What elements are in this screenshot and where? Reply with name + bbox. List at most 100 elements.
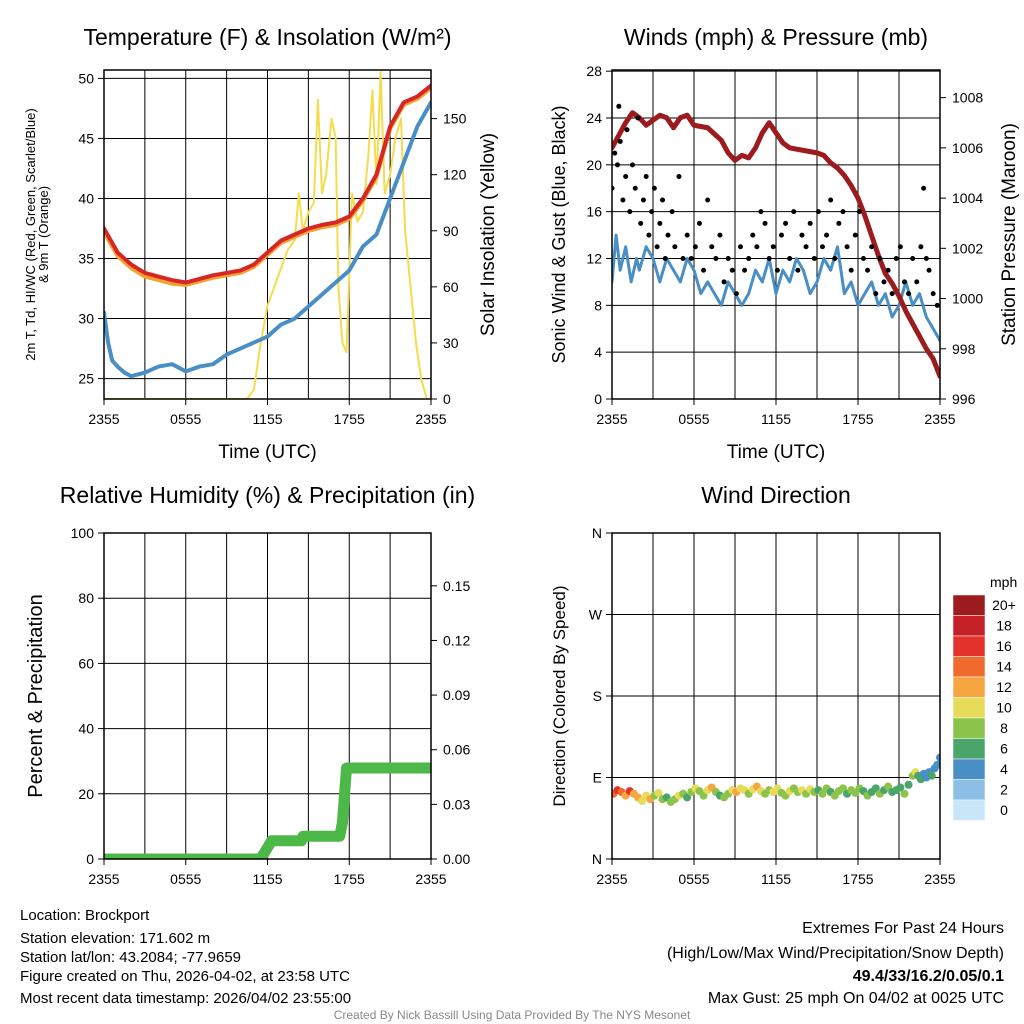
colorbar-label: 2: [1000, 782, 1008, 798]
wind-direction-point: [927, 771, 936, 780]
gust-point: [926, 267, 932, 273]
gust-point: [873, 291, 879, 297]
gust-point: [766, 256, 772, 262]
y2-tick-label: 150: [443, 111, 467, 127]
gust-point: [930, 291, 936, 297]
gust-point: [612, 150, 618, 156]
x-tick-label: 2355: [415, 411, 446, 427]
y-tick-label: 50: [78, 70, 94, 86]
chart-panel-2: Winds (mph) & Pressure (mb) 0 4 8 12 16 20 24 28…: [549, 24, 1020, 463]
gust-point: [646, 232, 652, 238]
gust-point: [885, 267, 891, 273]
x-tick-label: 2355: [924, 871, 955, 887]
speed-colorbar: mph 20+ 18 16 14 12 10 8 6 4 2 0: [952, 574, 1017, 821]
chart-title: Temperature (F) & Insolation (W/m²): [83, 24, 451, 50]
y-axis-label: & 9m T (Orange): [36, 186, 51, 283]
y2-tick-label: 60: [443, 279, 459, 295]
wind-direction-point: [933, 760, 940, 769]
colorbar-swatch: [952, 594, 986, 616]
y-tick-label: 35: [78, 251, 94, 267]
gust-point: [684, 232, 690, 238]
wind-direction-point: [936, 753, 940, 762]
gust-point: [669, 209, 675, 215]
max-gust: Max Gust: 25 mph On 04/02 at 0025 UTC: [708, 990, 1004, 1007]
colorbar-swatch: [952, 758, 986, 780]
gust-point: [660, 197, 666, 203]
gust-point: [688, 256, 694, 262]
y-axis-label: Direction (Colored By Speed): [550, 585, 569, 806]
x-tick-label: 1155: [252, 411, 282, 427]
gust-point: [692, 244, 698, 250]
y-tick-label: 20: [586, 157, 602, 173]
y2-tick-label: 1000: [952, 291, 983, 307]
colorbar-swatch: [952, 697, 986, 719]
gust-point: [803, 244, 809, 250]
colorbar-swatch: [952, 676, 986, 698]
colorbar-swatch: [952, 799, 986, 821]
gust-point: [725, 256, 731, 262]
y-tick-label: 60: [78, 655, 94, 671]
gust-point: [705, 197, 711, 203]
chart-panel-1: Temperature (F) & Insolation (W/m²) 25 30 3…: [23, 24, 499, 463]
y-tick-label: E: [593, 770, 602, 786]
wind-direction-point: [884, 782, 893, 791]
y-tick-label: 20: [78, 786, 94, 802]
x-tick-label: 0555: [678, 871, 709, 887]
extremes-subtitle: (High/Low/Max Wind/Precipitation/Snow De…: [667, 945, 1004, 962]
wind-direction-point: [900, 789, 909, 798]
gust-point: [815, 209, 821, 215]
gust-point: [750, 232, 756, 238]
x-tick-label: 2355: [596, 871, 627, 887]
gust-point: [881, 279, 887, 285]
gust-point: [778, 232, 784, 238]
gust-point: [910, 256, 916, 262]
x-tick-label: 1755: [842, 871, 873, 887]
station-latlon: Station lat/lon: 43.2084; -77.9659: [20, 949, 241, 966]
gust-point: [897, 244, 903, 250]
gust-point: [680, 256, 686, 262]
y2-tick-label: 1008: [952, 90, 983, 106]
gust-point: [906, 291, 912, 297]
y2-tick-label: 0.15: [443, 578, 470, 594]
y2-axis-label: Solar Insolation (Yellow): [478, 133, 499, 336]
y-axis-label: 2m T, Td, HI/WC (Red, Green, Scarlet/Blu…: [23, 108, 38, 360]
gust-point: [746, 256, 752, 262]
gust-point: [709, 244, 715, 250]
x-axis-label: Time (UTC): [218, 442, 317, 463]
colorbar-label: 6: [1000, 741, 1008, 757]
wind-direction-point: [654, 788, 663, 797]
y-axis-label: Percent & Precipitation: [25, 594, 47, 797]
x-tick-label: 1755: [842, 411, 873, 427]
chart-panel-3: Relative Humidity (%) & Precipitation (i…: [25, 482, 475, 887]
x-tick-label: 1155: [761, 411, 791, 427]
gust-point: [791, 209, 797, 215]
gust-point: [934, 302, 940, 308]
gust-point: [617, 138, 623, 144]
gust-point: [640, 197, 646, 203]
gust-point: [657, 220, 663, 226]
plot-area: [104, 70, 431, 399]
gust-point: [754, 244, 760, 250]
wind-direction-point: [818, 789, 827, 798]
gust-point: [844, 244, 850, 250]
wind-direction-point: [896, 783, 905, 792]
colorbar-label: 4: [1000, 761, 1008, 777]
plot-area: [612, 753, 940, 806]
colorbar-swatch: [952, 615, 986, 637]
gust-point: [651, 185, 657, 191]
gust-point: [783, 220, 789, 226]
2m-t-line: [104, 83, 431, 285]
wind-direction-point: [838, 784, 847, 793]
gust-point: [638, 220, 644, 226]
gust-point: [889, 291, 895, 297]
gust-point: [676, 174, 682, 180]
gust-point: [654, 244, 660, 250]
wind-direction-point: [699, 791, 708, 800]
y-tick-label: N: [592, 851, 602, 867]
x-tick-label: 1755: [334, 411, 365, 427]
gust-point: [852, 232, 858, 238]
wind-direction-point: [638, 797, 647, 806]
colorbar-label: 8: [1000, 720, 1008, 736]
gust-point: [616, 103, 622, 109]
y-tick-label: 30: [78, 311, 94, 327]
